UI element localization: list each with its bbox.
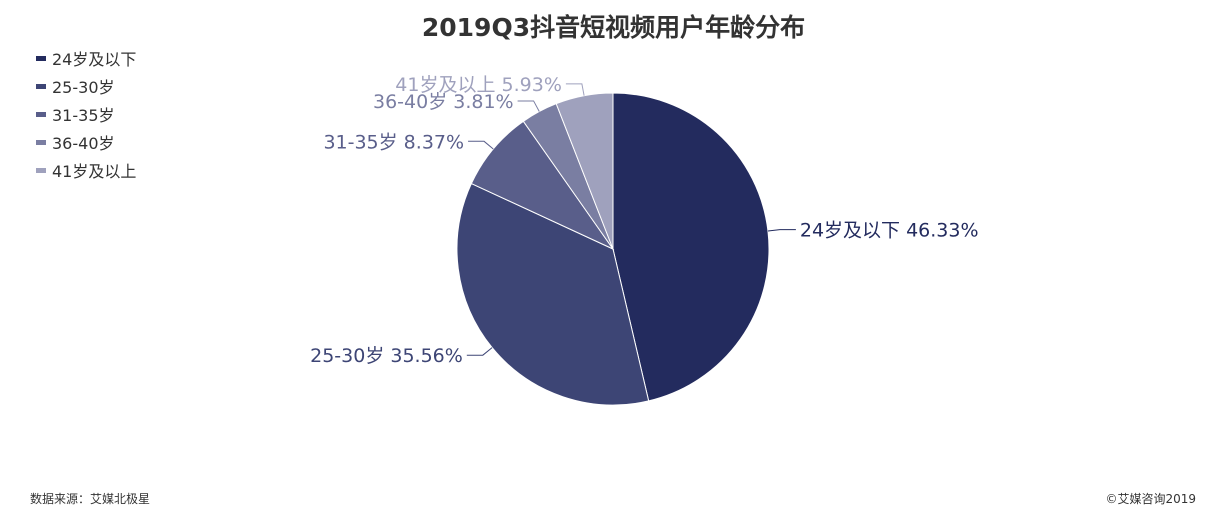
legend-item[interactable]: 36-40岁 [36, 128, 136, 156]
label-leader-line [466, 347, 493, 356]
legend-swatch [36, 55, 46, 61]
slice-data-label: 36-40岁 3.81% [373, 91, 514, 113]
slice-data-label: 24岁及以下 46.33% [800, 220, 979, 242]
slice-data-label: 41岁及以上 5.93% [395, 74, 562, 96]
label-leader-line [468, 140, 494, 150]
legend-swatch [36, 83, 46, 89]
legend-label: 25-30岁 [52, 78, 115, 97]
legend-label: 36-40岁 [52, 134, 115, 153]
label-leader-line [565, 83, 585, 96]
copyright-note: ©艾媒咨询2019 [1105, 492, 1196, 506]
legend-label: 24岁及以下 [52, 50, 137, 69]
legend-label: 41岁及以上 [52, 162, 137, 181]
legend-item[interactable]: 24岁及以下 [36, 44, 136, 72]
data-source-note: 数据来源：艾媒北极星 [30, 492, 151, 506]
slice-data-label: 31-35岁 8.37% [323, 131, 464, 153]
chart-title: 2019Q3抖音短视频用户年龄分布 [421, 13, 806, 42]
legend-item[interactable]: 25-30岁 [36, 72, 136, 100]
legend-item[interactable]: 31-35岁 [36, 100, 136, 128]
legend-swatch [36, 167, 46, 173]
legend-label: 31-35岁 [52, 106, 115, 125]
legend-item[interactable]: 41岁及以上 [36, 156, 136, 184]
pie-slice[interactable] [555, 92, 614, 250]
label-leader-line [517, 100, 540, 112]
label-leader-line [767, 229, 796, 232]
chart-legend: 24岁及以下 25-30岁 31-35岁 36-40岁 41岁及以上 [36, 44, 136, 184]
slice-data-label: 25-30岁 35.56% [310, 345, 463, 367]
legend-swatch [36, 139, 46, 145]
legend-swatch [36, 111, 46, 117]
